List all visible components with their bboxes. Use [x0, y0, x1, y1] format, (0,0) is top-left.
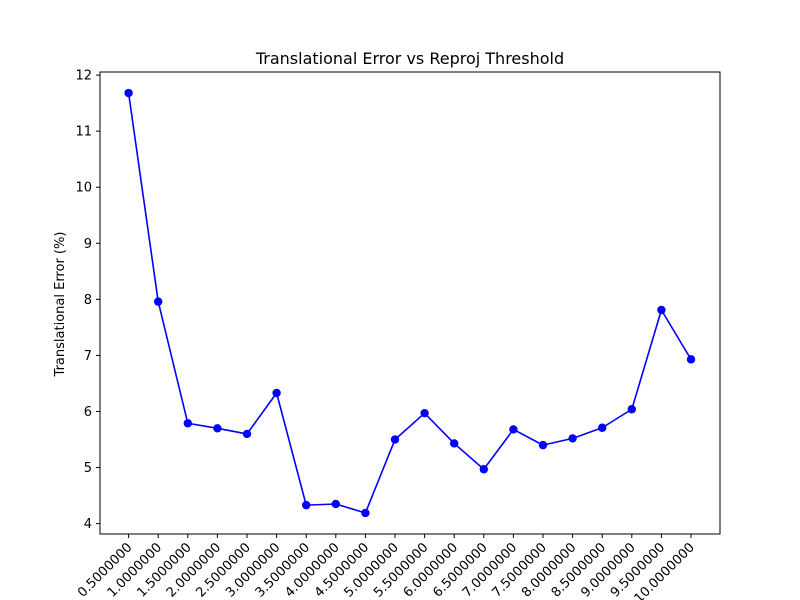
y-tick-label: 8 [84, 293, 92, 308]
chart-title: Translational Error vs Reproj Threshold [255, 49, 564, 68]
data-point [420, 408, 429, 418]
y-tick-label: 4 [84, 517, 92, 532]
data-point [450, 439, 459, 448]
y-tick-label: 9 [84, 237, 92, 252]
series-line [127, 92, 692, 514]
data-point [154, 297, 163, 306]
data-point [272, 388, 281, 398]
data-point [331, 499, 340, 509]
data-point [361, 508, 370, 518]
data-point [627, 405, 636, 414]
y-tick-label: 10 [75, 181, 92, 196]
data-point [509, 425, 518, 434]
data-point [213, 424, 222, 433]
data-point [242, 429, 252, 439]
data-point [302, 500, 311, 510]
data-point [598, 423, 607, 432]
data-point [657, 305, 666, 315]
data-point [538, 440, 548, 450]
y-tick-label: 6 [84, 405, 92, 420]
y-axis-label: Translational Error (%) [53, 232, 68, 378]
y-tick-label: 12 [75, 69, 92, 84]
data-point [124, 88, 133, 98]
data-point [479, 465, 488, 474]
y-tick-label: 7 [84, 349, 92, 364]
y-tick-label: 11 [75, 125, 92, 140]
plot-frame [99, 71, 721, 535]
y-tick-label: 5 [84, 461, 92, 476]
data-point [568, 434, 577, 443]
data-point [390, 435, 400, 444]
data-point [686, 355, 696, 364]
data-point [183, 419, 192, 428]
